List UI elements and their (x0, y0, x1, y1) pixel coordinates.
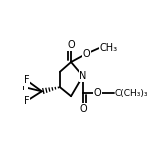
Text: O: O (94, 88, 101, 98)
Text: O: O (67, 40, 75, 50)
Text: N: N (79, 71, 87, 81)
Text: CH₃: CH₃ (100, 43, 118, 53)
Text: O: O (79, 104, 87, 114)
Text: C(CH₃)₃: C(CH₃)₃ (115, 89, 149, 98)
Text: F: F (24, 96, 29, 106)
Text: F: F (24, 75, 29, 85)
Text: O: O (83, 49, 90, 59)
Text: F: F (22, 82, 27, 92)
